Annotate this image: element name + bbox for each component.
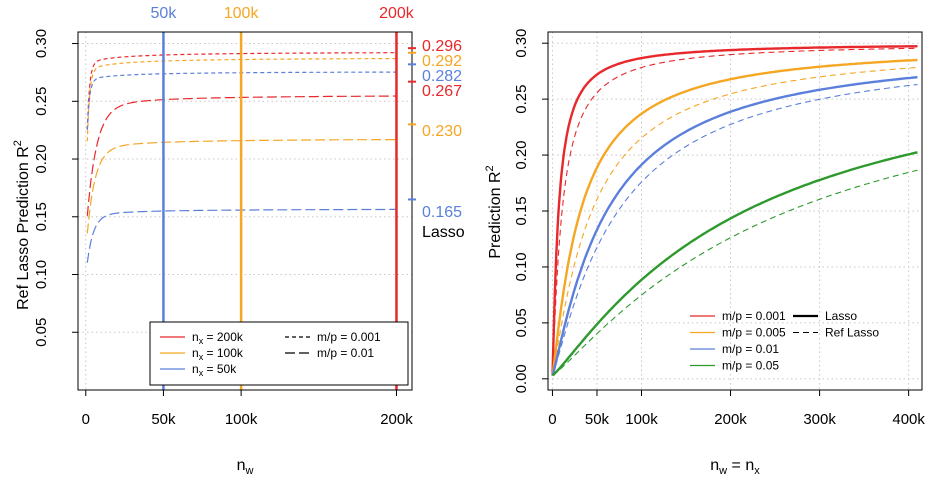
right-series-line bbox=[552, 83, 918, 376]
left-right-label: 0.267 bbox=[422, 83, 462, 100]
left-top-label: 100k bbox=[224, 5, 260, 22]
right-x-tick-label: 0 bbox=[548, 411, 556, 428]
right-y-tick-label: 0.00 bbox=[513, 364, 530, 393]
left-x-tick-label: 100k bbox=[225, 411, 258, 428]
left-y-tick-label: 0.15 bbox=[33, 202, 50, 231]
left-y-tick-label: 0.05 bbox=[33, 318, 50, 347]
left-panel: 0 50k 100k 200k 0.05 0.10 0.15 0.20 0.25 0.30 50… bbox=[12, 5, 465, 477]
right-y-tick-label: 0.15 bbox=[513, 196, 530, 225]
right-series-line bbox=[551, 47, 918, 376]
right-x-tick-label: 50k bbox=[585, 411, 610, 428]
right-legend-label: m/p = 0.001 bbox=[722, 309, 786, 323]
left-series-line bbox=[86, 52, 397, 130]
left-legend-label: nx = 50k bbox=[192, 362, 237, 378]
right-x-tick-label: 400k bbox=[892, 411, 925, 428]
left-legend-label: m/p = 0.001 bbox=[317, 330, 381, 344]
left-right-label: 0.230 bbox=[422, 123, 462, 140]
left-series-line bbox=[86, 208, 397, 263]
left-right-label: 0.282 bbox=[422, 68, 462, 85]
left-plot-frame bbox=[77, 31, 413, 391]
right-grid bbox=[548, 32, 922, 390]
left-x-tick-label: 50k bbox=[151, 411, 176, 428]
right-y-axis: 0.00 0.05 0.10 0.15 0.20 0.25 0.30 bbox=[513, 29, 548, 393]
left-right-label: 0.292 bbox=[422, 53, 462, 70]
left-y-axis-title: Ref Lasso Prediction R2 bbox=[12, 140, 32, 310]
left-y-tick-label: 0.20 bbox=[33, 144, 50, 173]
right-x-axis: 0 50k 100k 200k 300k 400k bbox=[548, 390, 925, 428]
right-legend-label: Ref Lasso bbox=[825, 326, 879, 340]
left-top-label: 200k bbox=[379, 5, 415, 22]
right-legend-label: m/p = 0.01 bbox=[722, 342, 779, 356]
right-y-tick-label: 0.20 bbox=[513, 140, 530, 169]
right-legend-label: m/p = 0.005 bbox=[722, 326, 786, 340]
right-x-tick-label: 100k bbox=[625, 411, 658, 428]
left-x-tick-label: 200k bbox=[380, 411, 413, 428]
right-y-tick-label: 0.25 bbox=[513, 85, 530, 114]
right-x-tick-label: 300k bbox=[803, 411, 836, 428]
left-right-label: 0.165 bbox=[422, 204, 462, 221]
right-legend-label: Lasso bbox=[825, 309, 857, 323]
right-panel: 0 50k 100k 200k 300k 400k 0.00 0.05 0.10 0.15 0.2… bbox=[484, 29, 925, 477]
left-legend-box bbox=[149, 321, 409, 386]
right-x-axis-title: nw = nx bbox=[710, 457, 760, 477]
left-y-tick-label: 0.25 bbox=[33, 87, 50, 116]
right-y-tick-label: 0.30 bbox=[513, 29, 530, 58]
right-legend: m/p = 0.001 m/p = 0.005 m/p = 0.01 m/p = 0.… bbox=[690, 309, 879, 373]
left-top-label: 50k bbox=[151, 5, 178, 22]
left-legend-label: m/p = 0.01 bbox=[317, 346, 374, 360]
left-x-axis: 0 50k 100k 200k bbox=[82, 390, 413, 428]
left-y-axis: 0.05 0.10 0.15 0.20 0.25 0.30 bbox=[33, 29, 78, 347]
left-x-axis-title: nw bbox=[237, 457, 254, 477]
right-series-group bbox=[551, 45, 918, 377]
left-top-labels: 50k 100k 200k bbox=[151, 5, 415, 22]
right-y-tick-label: 0.05 bbox=[513, 308, 530, 337]
right-y-tick-label: 0.10 bbox=[513, 252, 530, 281]
left-legend-label: nx = 200k bbox=[192, 330, 244, 346]
left-right-note: Lasso bbox=[422, 224, 465, 241]
right-series-line bbox=[551, 151, 918, 377]
left-right-label: 0.296 bbox=[422, 38, 462, 55]
right-series-line bbox=[551, 58, 918, 376]
right-y-axis-title: Prediction R2 bbox=[484, 165, 504, 258]
right-legend-label: m/p = 0.05 bbox=[722, 359, 779, 373]
right-series-line bbox=[551, 76, 918, 376]
left-y-tick-label: 0.30 bbox=[33, 29, 50, 58]
right-x-tick-label: 200k bbox=[714, 411, 747, 428]
left-x-tick-label: 0 bbox=[82, 411, 90, 428]
right-series-line bbox=[551, 45, 918, 376]
left-legend-label: nx = 100k bbox=[192, 346, 244, 362]
left-y-tick-label: 0.10 bbox=[33, 260, 50, 289]
right-series-line bbox=[551, 66, 918, 376]
